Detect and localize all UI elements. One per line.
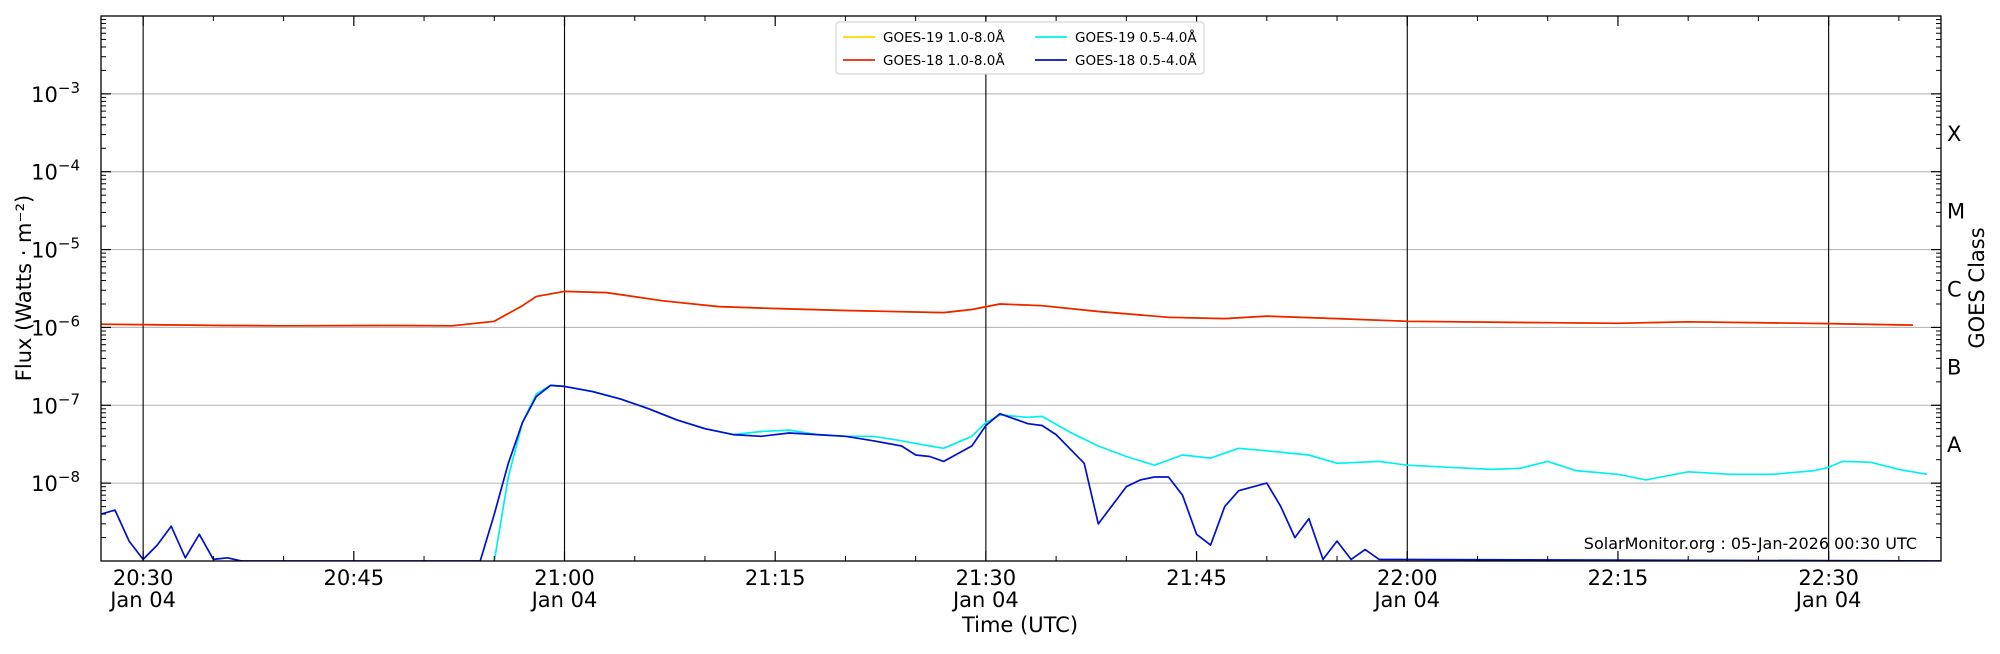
goes-class-label: X xyxy=(1947,122,1961,146)
x-tick-date-label: Jan 04 xyxy=(530,588,598,612)
y-tick-label: 10−3 xyxy=(31,79,80,107)
x-tick-label: 22:00 xyxy=(1377,566,1438,590)
legend: GOES-19 1.0-8.0Å GOES-18 1.0-8.0Å GOES-19 … xyxy=(835,21,1205,75)
y-axis-title: Flux (Watts · m⁻²) xyxy=(12,195,36,381)
x-tick-date-label: Jan 04 xyxy=(951,588,1019,612)
x-tick-date-label: Jan 04 xyxy=(1794,588,1862,612)
y-tick-label: 10−6 xyxy=(31,312,80,340)
y-axis-right-title: GOES Class xyxy=(1965,227,1989,348)
time-marker-lines xyxy=(142,16,1830,561)
x-tick-date-label: Jan 04 xyxy=(108,588,176,612)
plot-frame xyxy=(100,15,1942,562)
legend-label: GOES-19 0.5-4.0Å xyxy=(1075,29,1197,46)
goes-class-labels: A B C M X xyxy=(1947,122,1965,457)
series-line xyxy=(101,290,1913,327)
goes-class-label: C xyxy=(1947,278,1962,302)
x-tick-date-label: Jan 04 xyxy=(1372,588,1440,612)
legend-label: GOES-19 1.0-8.0Å xyxy=(883,29,1005,46)
axis-ticks xyxy=(101,16,1941,561)
x-tick-label: 21:15 xyxy=(745,566,806,590)
y-tick-labels: 10−8 10−7 10−6 10−5 10−4 10−3 xyxy=(31,79,80,496)
y-tick-label: 10−4 xyxy=(31,157,80,185)
grid-lines xyxy=(101,93,1941,484)
x-tick-label: 21:00 xyxy=(534,566,595,590)
legend-label: GOES-18 1.0-8.0Å xyxy=(883,52,1005,69)
x-tick-label: 22:15 xyxy=(1588,566,1649,590)
y-tick-label: 10−5 xyxy=(31,235,80,263)
y-tick-label: 10−8 xyxy=(31,468,80,496)
series-lines xyxy=(101,290,1941,561)
x-tick-label: 20:45 xyxy=(324,566,385,590)
y-tick-label: 10−7 xyxy=(31,390,80,418)
x-tick-label: 22:30 xyxy=(1798,566,1859,590)
legend-box xyxy=(835,21,1205,75)
goes-class-label: B xyxy=(1947,355,1961,379)
goes-class-label: A xyxy=(1947,433,1962,457)
x-tick-label: 21:45 xyxy=(1166,566,1227,590)
x-tick-label: 21:30 xyxy=(956,566,1017,590)
goes-class-label: M xyxy=(1947,200,1965,224)
legend-label: GOES-18 0.5-4.0Å xyxy=(1075,52,1197,69)
source-watermark: SolarMonitor.org : 05-Jan-2026 00:30 UTC xyxy=(1584,534,1917,553)
x-axis-title: Time (UTC) xyxy=(961,613,1078,637)
x-tick-label: 20:30 xyxy=(113,566,174,590)
series-line xyxy=(101,290,1913,327)
